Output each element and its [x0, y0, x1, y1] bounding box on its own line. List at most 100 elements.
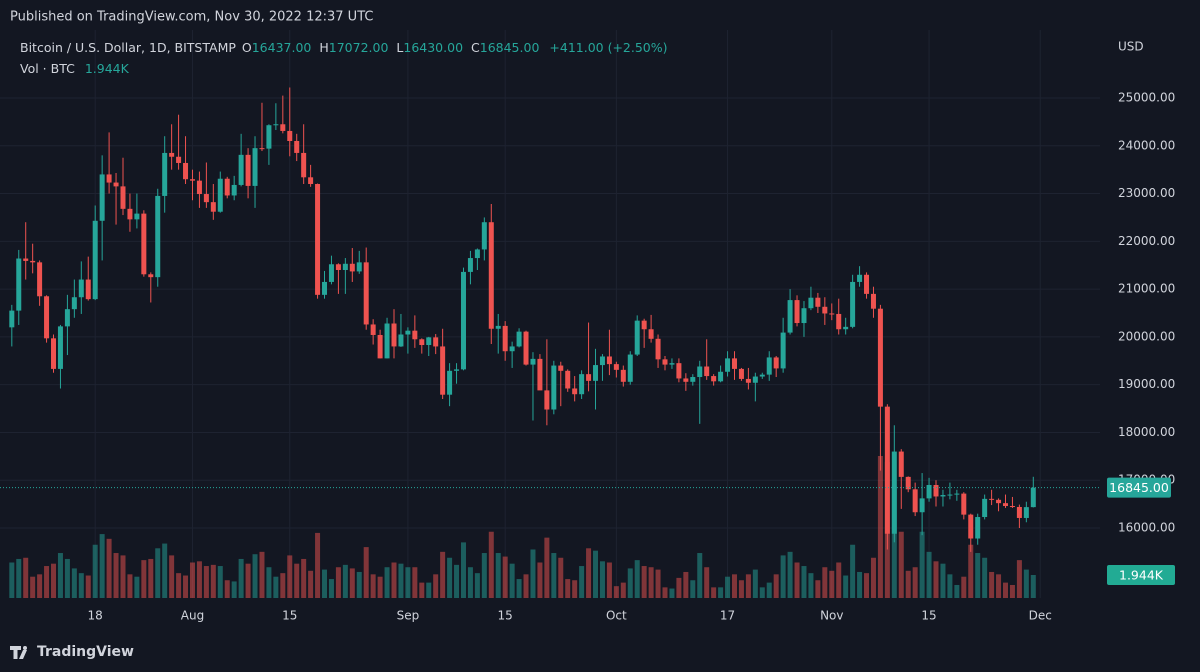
volume-bar	[176, 573, 182, 598]
volume-bar	[877, 455, 883, 598]
candle-body	[704, 366, 710, 377]
volume-bar	[398, 563, 404, 598]
candle-body	[891, 451, 897, 534]
volume-bar	[252, 554, 258, 598]
volume-bar	[537, 562, 543, 598]
candle-body	[99, 174, 105, 221]
candle-body	[912, 489, 918, 513]
x-tick-label: Sep	[397, 609, 420, 623]
published-note: Published on TradingView.com, Nov 30, 20…	[10, 10, 373, 25]
candle-body	[183, 162, 189, 180]
candle-body	[447, 370, 453, 395]
volume-bar	[203, 566, 209, 598]
ohlc-key: H	[319, 40, 328, 55]
candle-body	[599, 356, 605, 366]
candle-body	[530, 358, 536, 365]
volume-bar	[356, 571, 362, 598]
volume-bar	[488, 531, 494, 598]
candle-body	[196, 180, 202, 195]
candle-body	[44, 296, 50, 339]
volume-bar	[523, 574, 529, 598]
candle-body	[120, 186, 126, 209]
candle-body	[217, 178, 223, 212]
candle-body	[148, 274, 154, 278]
candle-body	[398, 334, 404, 347]
candle-body	[926, 485, 932, 499]
volume-bar	[947, 574, 953, 598]
candle-body	[843, 326, 849, 330]
volume-bar	[975, 553, 981, 598]
volume-bar	[481, 553, 487, 598]
brand: TradingView	[37, 644, 134, 660]
candle-body	[822, 306, 828, 314]
candle-body	[141, 213, 147, 275]
candle-body	[801, 308, 807, 324]
candle-body	[690, 377, 696, 382]
candle-body	[683, 378, 689, 382]
candle-body	[558, 365, 564, 371]
candle-body	[940, 495, 946, 497]
volume-bar	[495, 553, 501, 598]
volume-bar	[474, 573, 480, 598]
volume-bar	[405, 567, 411, 598]
volume-bar	[704, 567, 710, 598]
candle-body	[850, 281, 856, 327]
candle-body	[627, 354, 633, 382]
candle-body	[328, 264, 334, 282]
volume-bar	[294, 563, 300, 598]
candle-body	[169, 152, 175, 157]
candle-body	[551, 365, 557, 410]
candle-body	[301, 152, 307, 178]
candle-body	[982, 498, 988, 518]
candle-body	[71, 297, 77, 310]
volume-bar	[210, 564, 216, 598]
volume-bar	[51, 563, 57, 598]
candle-body	[725, 358, 731, 372]
candle-body	[419, 339, 425, 346]
volume-bar	[1030, 574, 1036, 598]
candle-body	[391, 323, 397, 347]
volume-bar	[280, 573, 286, 598]
volume-bar	[850, 544, 856, 598]
candle-body	[1009, 506, 1015, 508]
candle-body	[37, 262, 43, 297]
candle-body	[613, 364, 619, 370]
ohlc-value: 16845.00	[480, 40, 540, 55]
candle-body	[572, 388, 578, 395]
volume-bar	[697, 553, 703, 598]
volume-bar	[196, 561, 202, 598]
volume-bar	[968, 544, 974, 598]
volume-bar	[530, 549, 536, 598]
candle-body	[488, 222, 494, 329]
candle-body	[780, 332, 786, 369]
volume-bar	[9, 562, 15, 598]
volume-bar	[808, 573, 814, 598]
candle-body	[989, 498, 995, 500]
candle-body	[523, 331, 529, 365]
candle-body	[155, 195, 161, 278]
x-tick-label: 15	[921, 609, 936, 623]
candle-body	[287, 130, 293, 141]
candle-body	[752, 376, 758, 383]
candle-body	[23, 258, 29, 261]
x-tick-label: Dec	[1029, 609, 1052, 623]
volume-bar	[23, 557, 29, 598]
candle-body	[322, 281, 328, 295]
candle-body	[829, 313, 835, 315]
ohlc-value: 16437.00	[252, 40, 312, 55]
volume-bar	[718, 587, 724, 598]
volume-bar	[745, 574, 751, 598]
volume-bar	[683, 571, 689, 598]
volume-bar	[440, 551, 446, 598]
volume-bar	[919, 531, 925, 598]
candle-body	[877, 308, 883, 407]
candle-body	[864, 274, 870, 294]
volume-bar	[169, 555, 175, 598]
candle-body	[9, 310, 15, 328]
volume-bar	[996, 574, 1002, 598]
candle-body	[676, 363, 682, 379]
candle-body	[773, 357, 779, 369]
candle-body	[669, 363, 675, 365]
candle-body	[634, 320, 640, 355]
